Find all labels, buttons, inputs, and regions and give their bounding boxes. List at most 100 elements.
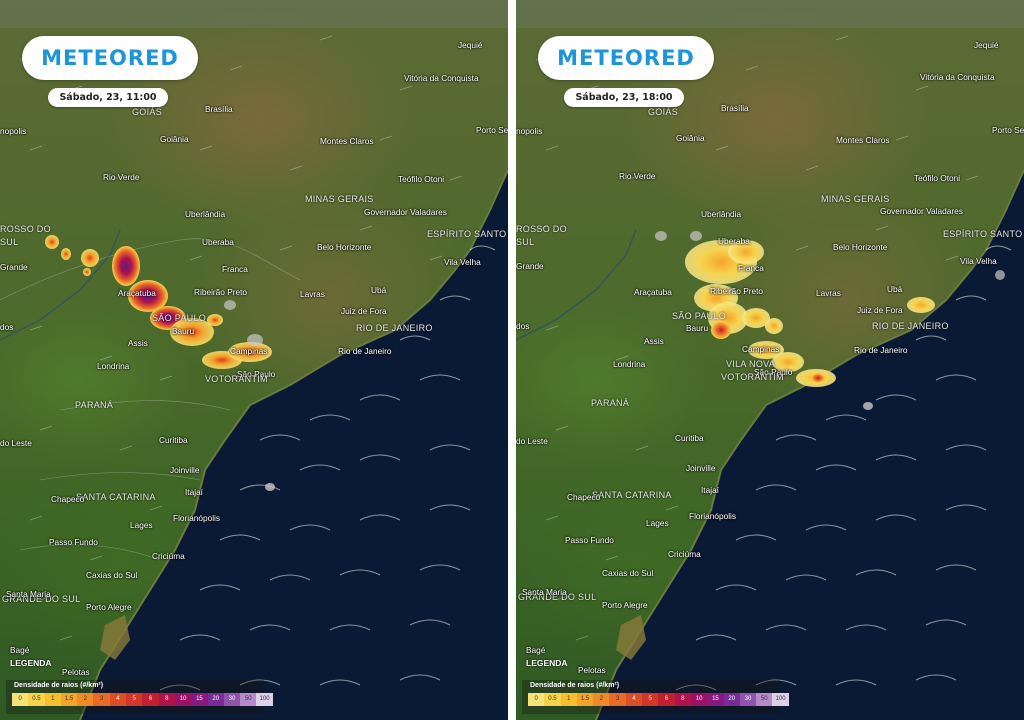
region-label: SANTA CATARINA <box>592 490 672 500</box>
city-label: Lavras <box>816 288 841 298</box>
legend-swatch: 4 <box>625 693 643 706</box>
city-label: Uberaba <box>718 236 750 246</box>
city-label: Jequié <box>974 40 999 50</box>
city-label: Brasília <box>205 104 233 114</box>
city-label: Grande <box>516 261 544 271</box>
city-label: Juiz de Fora <box>857 305 903 315</box>
city-label: Lages <box>646 518 669 528</box>
city-label: Araçatuba <box>634 287 672 297</box>
region-label: SANTA CATARINA <box>76 492 156 502</box>
city-label: Belo Horizonte <box>317 242 372 252</box>
legend-subtitle: Densidade de raios (#/km²) <box>530 682 620 689</box>
city-label: Porto Alegre <box>86 602 132 612</box>
region-label: ESPÍRITO SANTO <box>427 229 507 239</box>
city-label: São Paulo <box>237 369 276 379</box>
legend-swatch: 10 <box>690 693 708 706</box>
city-label: Porto Seguro <box>476 125 508 135</box>
legend-swatch: 3 <box>609 693 626 706</box>
region-label: RIO DE JANEIRO <box>356 323 433 333</box>
city-label: Porto Seguro <box>992 125 1024 135</box>
timestamp-badge: Sábado, 23, 18:00 <box>564 88 684 107</box>
legend-swatch: 6 <box>142 693 159 706</box>
city-label: Campinas <box>742 344 780 354</box>
city-label: Assis <box>644 336 664 346</box>
legend-swatch: 50 <box>756 693 773 706</box>
legend: Densidade de raios (#/km²) 0 0.5 1 1.5 2… <box>6 680 273 714</box>
city-label: do Leste <box>516 436 548 446</box>
legend-swatch: 5 <box>642 693 659 706</box>
region-label: MINAS GERAIS <box>305 194 374 204</box>
city-label: Criciúma <box>152 551 185 561</box>
city-label: Goiânia <box>160 134 189 144</box>
legend-swatch: 1.5 <box>60 693 78 706</box>
region-label: RIO DE JANEIRO <box>872 321 949 331</box>
meteored-logo: METEORED <box>538 36 714 80</box>
region-label: PARANÁ <box>75 400 114 410</box>
legend-swatch: 4 <box>109 693 127 706</box>
region-label: ROSSO DO <box>0 224 51 234</box>
city-label: Caxias do Sul <box>602 568 654 578</box>
city-label: Vila Velha <box>960 256 997 266</box>
region-label: ROSSO DO <box>516 224 567 234</box>
city-label: Itajaí <box>701 485 719 495</box>
city-label: Passo Fundo <box>565 535 614 545</box>
legend-subtitle: Densidade de raios (#/km²) <box>14 682 104 689</box>
city-label: nopolis <box>0 126 27 136</box>
city-label: Rio Verde <box>103 172 140 182</box>
city-label: Caxias do Sul <box>86 570 138 580</box>
city-label: Porto Alegre <box>602 600 648 610</box>
city-label: Santa Maria <box>6 589 51 599</box>
legend-swatch: 100 <box>256 693 273 706</box>
legend-scale: 0 0.5 1 1.5 2 3 4 5 6 8 10 15 20 30 50 1… <box>12 693 273 706</box>
city-label: Florianópolis <box>689 511 737 521</box>
city-label: Pelotas <box>62 667 90 677</box>
city-label: Ribeirão Preto <box>194 287 248 297</box>
legend-swatch: 30 <box>739 693 757 706</box>
lightning-density-left <box>45 235 275 491</box>
city-label: São Paulo <box>754 367 793 377</box>
region-label: SUL <box>516 237 535 247</box>
region-label: GRANDE DO SUL <box>2 594 81 604</box>
legend-swatch: 1 <box>44 693 61 706</box>
legend-swatch: 20 <box>207 693 224 706</box>
city-label: Juiz de Fora <box>341 306 387 316</box>
city-label: nopolis <box>516 126 543 136</box>
region-label: GRANDE DO SUL <box>518 592 597 602</box>
map-left-svg <box>0 0 508 720</box>
legend-swatch: 15 <box>191 693 208 706</box>
city-label: Bauru <box>172 326 195 336</box>
city-label: Jequié <box>458 40 483 50</box>
region-label: MINAS GERAIS <box>821 194 890 204</box>
map-panel-left[interactable]: GOIÁS MINAS GERAIS ESPÍRITO SANTO SÃO PA… <box>0 0 508 720</box>
meteored-logo: METEORED <box>22 36 198 80</box>
region-label: SÃO PAULO <box>672 311 727 321</box>
legend-swatch: 0.5 <box>28 693 45 706</box>
legend-swatch: 50 <box>240 693 257 706</box>
legend-swatch: 1.5 <box>576 693 594 706</box>
legend-swatch: 0.5 <box>544 693 561 706</box>
city-label: VOTORANTIM <box>205 374 268 384</box>
city-label: Uberlândia <box>185 209 226 219</box>
city-label: Campinas <box>230 346 268 356</box>
legend-swatch: 15 <box>707 693 724 706</box>
timestamp-badge: Sábado, 23, 11:00 <box>48 88 168 107</box>
city-label: dos <box>516 321 530 331</box>
city-label: Vitória da Conquista <box>920 72 995 82</box>
logo-text: METEORED <box>41 46 179 70</box>
panel-divider <box>508 0 516 720</box>
city-label: Curitiba <box>675 433 704 443</box>
city-label: Ubá <box>887 284 903 294</box>
legend-swatch: 10 <box>174 693 192 706</box>
city-label: Rio de Janeiro <box>338 346 392 356</box>
legend-swatch: 6 <box>658 693 675 706</box>
legend-swatch: 8 <box>674 693 691 706</box>
city-label: Montes Claros <box>320 136 374 146</box>
map-panel-right[interactable]: GOIÁS MINAS GERAIS ESPÍRITO SANTO SÃO PA… <box>516 0 1024 720</box>
legend-swatch: 20 <box>723 693 740 706</box>
legend-swatch: 2 <box>593 693 610 706</box>
city-label: VOTORANTIM <box>721 372 784 382</box>
city-label: Ubá <box>371 285 387 295</box>
city-label: Uberlândia <box>701 209 742 219</box>
legend-swatch: 0 <box>528 693 545 706</box>
city-label: Governador Valadares <box>364 207 447 217</box>
